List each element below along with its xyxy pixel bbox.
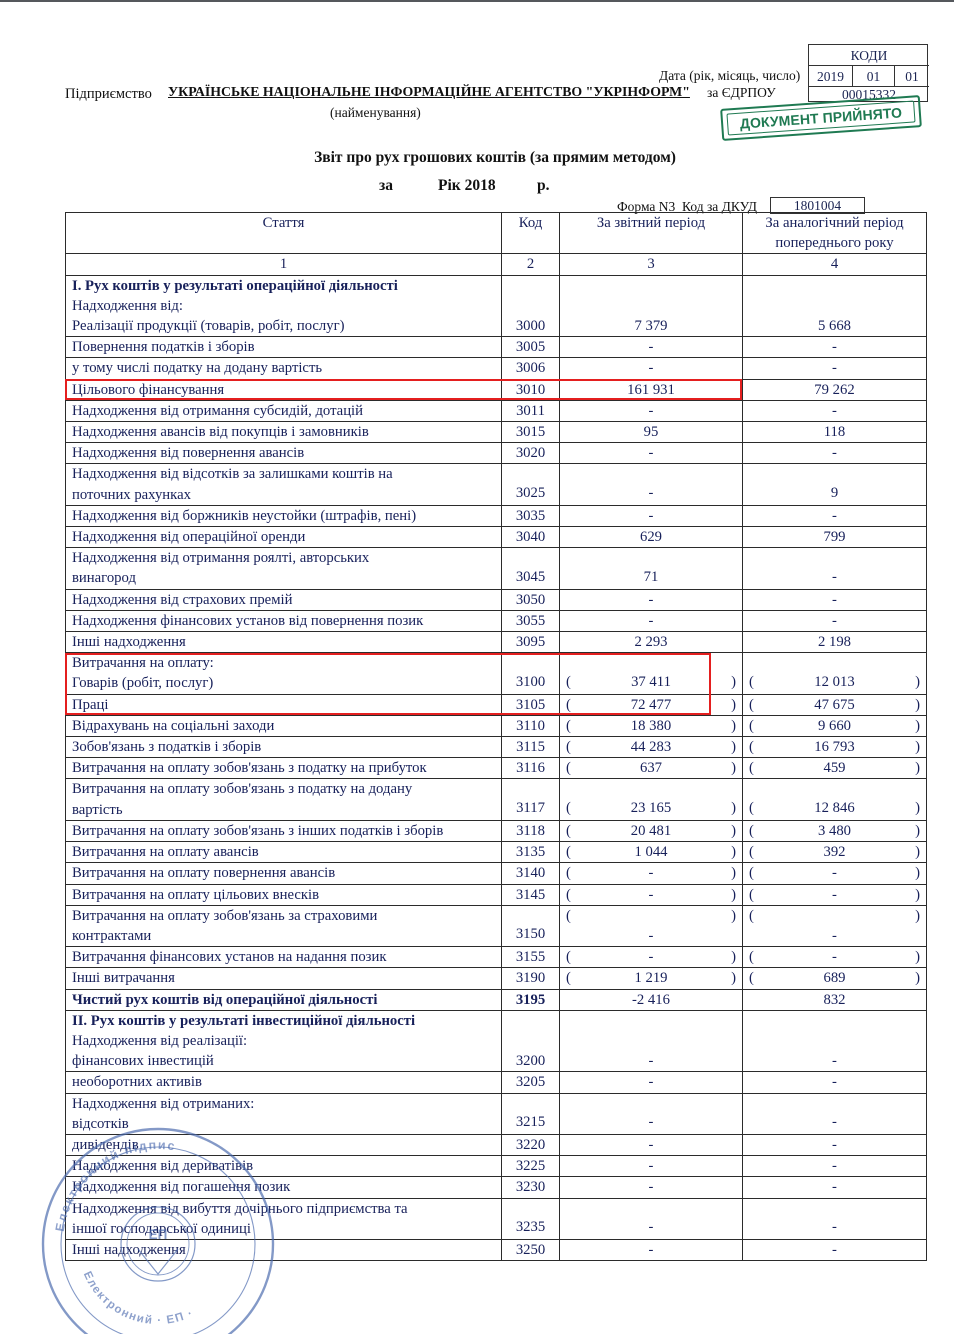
svg-text:ЕП: ЕП <box>149 1227 168 1242</box>
svg-text:Електронний підпис: Електронний підпис <box>53 1138 177 1233</box>
svg-text:Електронний · ЕП ·: Електронний · ЕП · <box>81 1270 196 1327</box>
